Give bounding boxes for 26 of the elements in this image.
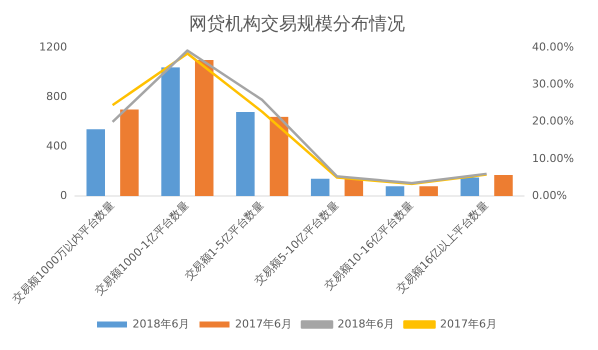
y-tick-label: 0 [60, 188, 68, 202]
y2-tick-label: 10.00% [532, 152, 574, 165]
bar [120, 109, 139, 196]
bar [310, 178, 330, 196]
bar [194, 60, 214, 196]
bar [86, 129, 105, 196]
y-tick-label: 400 [46, 139, 68, 152]
y-tick-label: 800 [46, 90, 68, 103]
legend-label: 2018年6月 [338, 317, 394, 330]
bar [270, 116, 288, 196]
bar [386, 186, 404, 196]
bar [494, 175, 513, 196]
y2-tick-label: 20.00% [532, 114, 574, 128]
legend-label: 2017年6月 [235, 317, 292, 330]
y2-tick-label: 0.00% [532, 188, 568, 202]
y-tick-label: 1200 [39, 40, 68, 54]
bar [161, 67, 180, 196]
legend-label: 2018年6月 [132, 317, 190, 330]
chart-title: 网贷机构交易规模分布情况 [189, 13, 405, 34]
y2-tick-label: 40.00% [532, 40, 574, 54]
bar [460, 178, 480, 196]
legend-label: 2017年6月 [440, 317, 497, 330]
y2-tick-label: 30.00% [532, 78, 574, 91]
bar [344, 178, 364, 196]
bar [419, 186, 438, 196]
bar [236, 112, 255, 196]
